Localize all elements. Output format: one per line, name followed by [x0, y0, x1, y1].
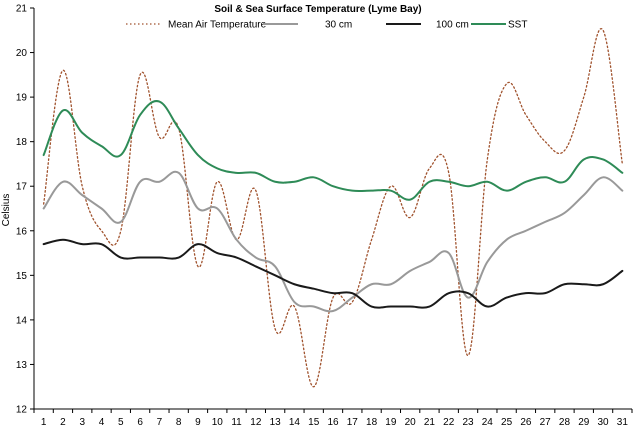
legend-label: 30 cm	[325, 20, 352, 31]
series-line-30-cm	[42, 170, 624, 313]
x-tick-label: 18	[366, 417, 378, 428]
y-tick-label: 18	[16, 137, 28, 148]
legend-label: SST	[508, 20, 527, 31]
legend: Mean Air Temperature 30 cm 100 cm SST	[126, 20, 527, 31]
x-tick-label: 17	[347, 417, 359, 428]
x-tick-label: 10	[212, 417, 224, 428]
y-tick-label: 21	[16, 4, 28, 15]
x-tick-label: 2	[60, 417, 66, 428]
x-tick-label: 23	[462, 417, 474, 428]
x-tick-label: 6	[137, 417, 143, 428]
x-tick-label: 20	[405, 417, 417, 428]
x-tick-label: 4	[99, 417, 105, 428]
y-tick-label: 19	[16, 93, 28, 104]
series-layer	[42, 27, 624, 388]
x-tick-label: 9	[195, 417, 201, 428]
x-tick-label: 7	[157, 417, 163, 428]
y-tick-label: 17	[16, 182, 28, 193]
x-tick-label: 29	[578, 417, 590, 428]
x-tick-label: 26	[520, 417, 532, 428]
x-tick-label: 14	[289, 417, 301, 428]
x-tick-label: 30	[598, 417, 610, 428]
legend-label: Mean Air Temperature	[168, 20, 267, 31]
legend-label: 100 cm	[436, 20, 469, 31]
x-tick-label: 19	[385, 417, 397, 428]
x-tick-label: 16	[327, 417, 339, 428]
series-line-mean-air-temperature	[42, 27, 624, 388]
x-tick-label: 25	[501, 417, 513, 428]
x-tick-label: 28	[559, 417, 571, 428]
x-tick-label: 31	[617, 417, 629, 428]
x-tick-label: 11	[231, 417, 242, 428]
y-tick-label: 13	[16, 360, 28, 371]
series-line-100-cm	[42, 238, 624, 309]
x-tick-label: 21	[424, 417, 436, 428]
y-tick-label: 20	[16, 48, 28, 59]
x-tick-label: 3	[79, 417, 85, 428]
x-tick-label: 22	[443, 417, 455, 428]
x-tick-label: 13	[270, 417, 282, 428]
y-tick-label: 12	[16, 405, 28, 416]
x-tick-label: 12	[250, 417, 262, 428]
series-line-sst	[42, 100, 624, 201]
chart-title: Soil & Sea Surface Temperature (Lyme Bay…	[214, 4, 421, 15]
x-tick-label: 1	[41, 417, 47, 428]
x-tick-label: 8	[176, 417, 182, 428]
x-tick-label: 5	[118, 417, 124, 428]
x-tick-label: 27	[540, 417, 552, 428]
y-tick-label: 15	[16, 271, 28, 282]
x-tick-label: 24	[482, 417, 494, 428]
y-tick-label: 14	[16, 315, 28, 326]
y-tick-label: 16	[16, 226, 28, 237]
x-tick-label: 15	[308, 417, 320, 428]
y-axis-title: Celsius	[1, 194, 12, 227]
